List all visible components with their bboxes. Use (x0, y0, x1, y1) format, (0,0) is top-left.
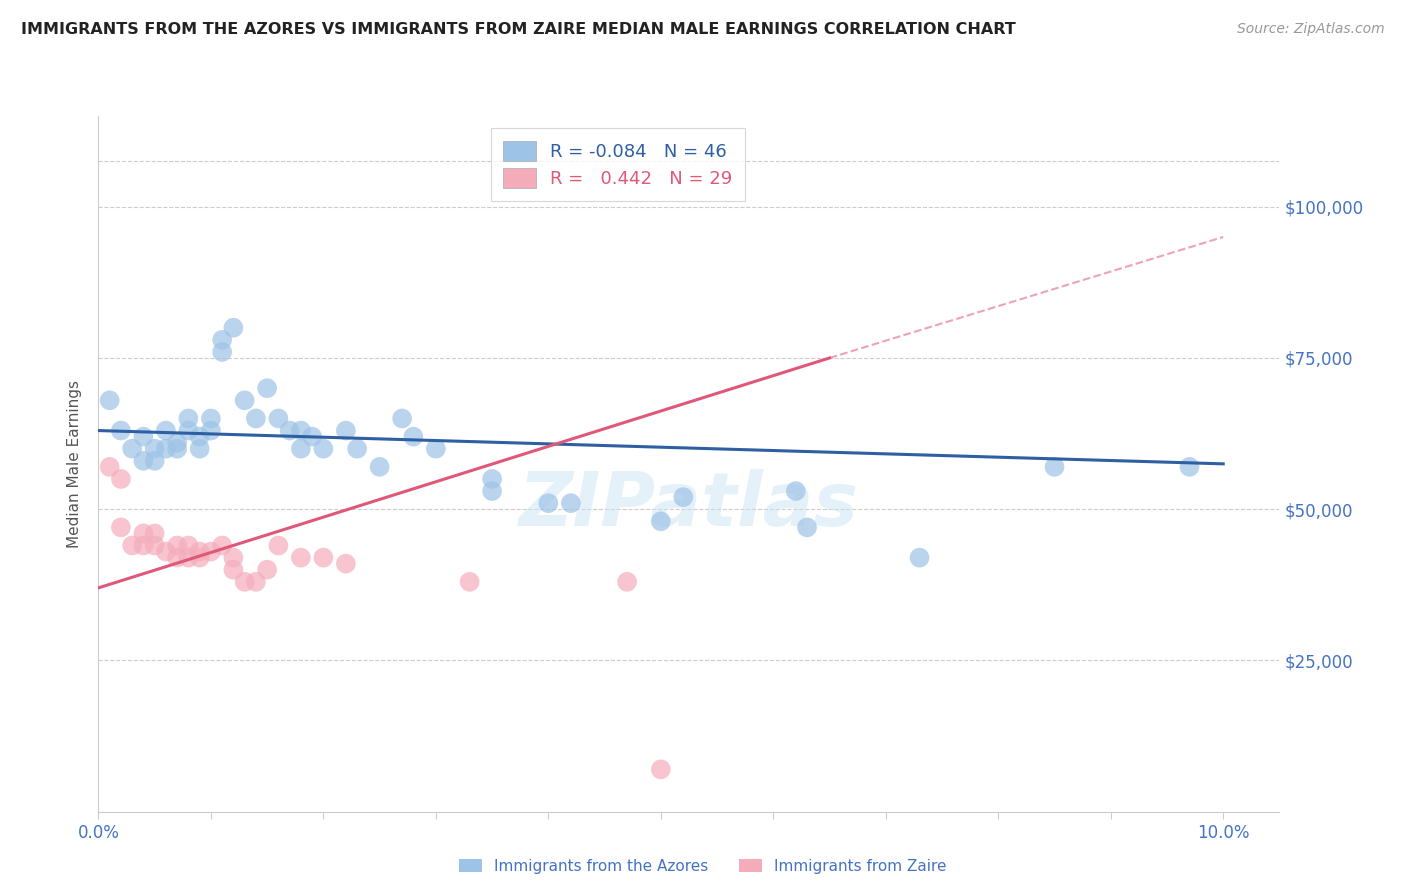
Point (132, 526, 155, 541)
Legend: Immigrants from the Azores, Immigrants from Zaire: Immigrants from the Azores, Immigrants f… (453, 853, 953, 880)
Point (222, 320, 245, 334)
Point (132, 429, 155, 443)
Point (200, 544, 222, 558)
Point (110, 520, 132, 534)
Point (267, 539, 290, 553)
Point (335, 424, 357, 438)
Point (335, 557, 357, 571)
Point (301, 429, 323, 443)
Point (166, 550, 188, 565)
Y-axis label: Median Male Earnings: Median Male Earnings (67, 380, 83, 548)
Point (110, 424, 132, 438)
Point (245, 574, 267, 589)
Point (1043, 459, 1066, 474)
Point (143, 454, 166, 468)
Point (312, 550, 335, 565)
Point (222, 550, 245, 565)
Point (188, 544, 211, 558)
Point (233, 393, 256, 408)
Point (188, 442, 211, 456)
Point (245, 411, 267, 425)
Legend: R = -0.084   N = 46, R =   0.442   N = 29: R = -0.084 N = 46, R = 0.442 N = 29 (491, 128, 745, 201)
Point (425, 442, 447, 456)
Point (537, 496, 560, 510)
Point (290, 424, 312, 438)
Point (177, 411, 200, 425)
Point (908, 550, 931, 565)
Point (233, 574, 256, 589)
Text: IMMIGRANTS FROM THE AZORES VS IMMIGRANTS FROM ZAIRE MEDIAN MALE EARNINGS CORRELA: IMMIGRANTS FROM THE AZORES VS IMMIGRANTS… (21, 22, 1017, 37)
Point (166, 442, 188, 456)
Point (402, 429, 425, 443)
Point (796, 520, 818, 534)
Text: Source: ZipAtlas.com: Source: ZipAtlas.com (1237, 22, 1385, 37)
Point (672, 490, 695, 504)
Point (481, 472, 503, 486)
Point (211, 345, 233, 359)
Point (650, 514, 672, 528)
Point (143, 539, 166, 553)
Point (121, 442, 143, 456)
Point (211, 539, 233, 553)
Point (391, 411, 413, 425)
Point (200, 424, 222, 438)
Point (267, 411, 290, 425)
Point (278, 424, 301, 438)
Point (143, 526, 166, 541)
Point (222, 563, 245, 577)
Point (155, 424, 177, 438)
Point (132, 454, 155, 468)
Point (1178, 459, 1201, 474)
Point (481, 484, 503, 499)
Text: ZIPatlas: ZIPatlas (519, 469, 859, 542)
Point (177, 550, 200, 565)
Point (188, 429, 211, 443)
Point (155, 544, 177, 558)
Point (616, 574, 638, 589)
Point (177, 539, 200, 553)
Point (188, 550, 211, 565)
Point (312, 442, 335, 456)
Point (346, 442, 368, 456)
Point (166, 539, 188, 553)
Point (211, 333, 233, 347)
Point (458, 574, 481, 589)
Point (166, 435, 188, 450)
Point (256, 381, 278, 395)
Point (785, 484, 807, 499)
Point (290, 442, 312, 456)
Point (110, 472, 132, 486)
Point (368, 459, 391, 474)
Point (177, 424, 200, 438)
Point (121, 539, 143, 553)
Point (98, 393, 121, 408)
Point (98, 459, 121, 474)
Point (155, 442, 177, 456)
Point (650, 763, 672, 777)
Point (290, 550, 312, 565)
Point (143, 442, 166, 456)
Point (200, 411, 222, 425)
Point (256, 563, 278, 577)
Point (132, 539, 155, 553)
Point (560, 496, 582, 510)
